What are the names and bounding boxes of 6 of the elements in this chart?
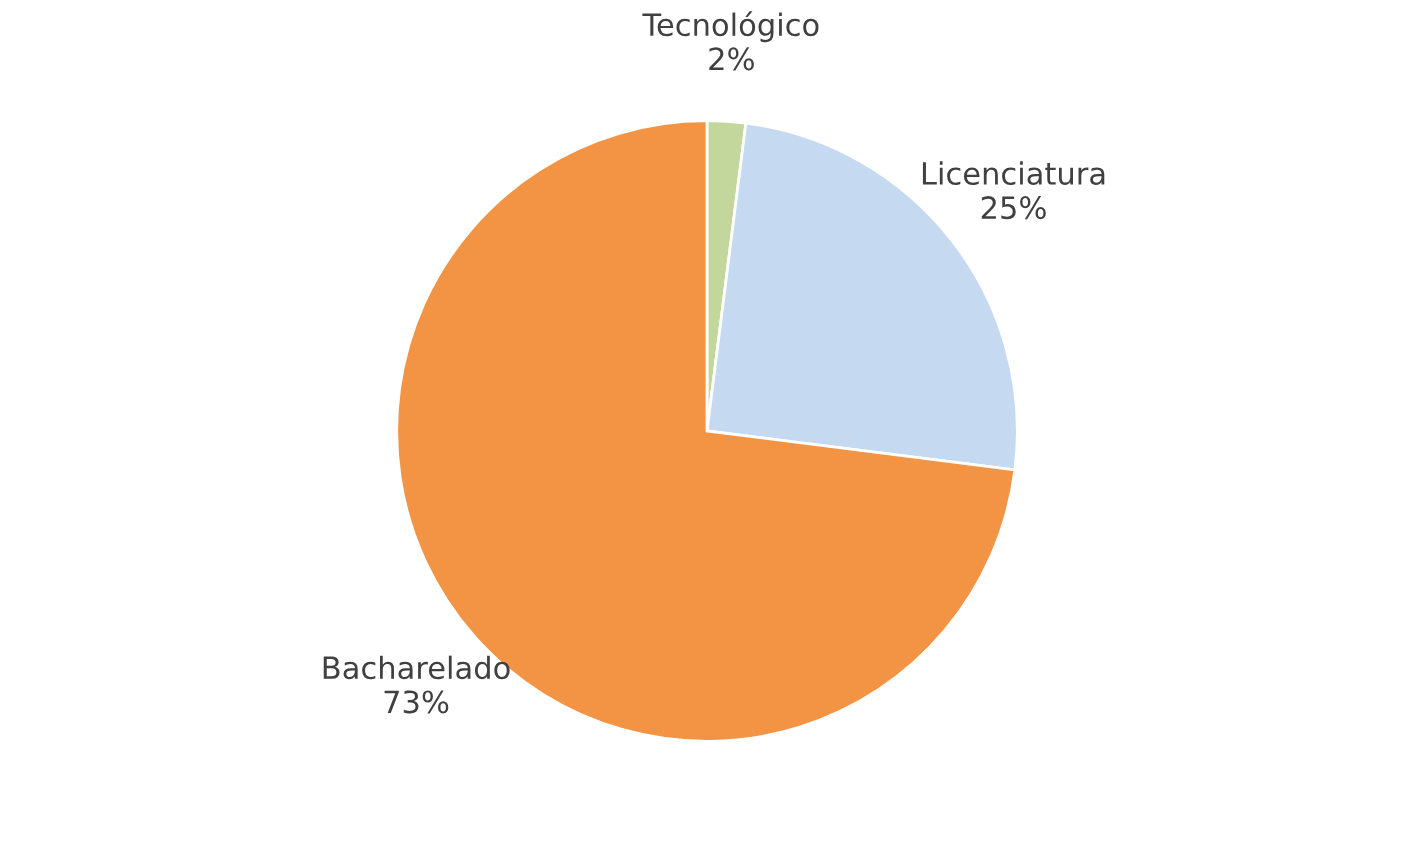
slice-label: Tecnológico (642, 11, 819, 43)
data-label: 25% (981, 196, 1046, 220)
data-label: 2% (709, 47, 754, 71)
data-label: 73% (384, 690, 449, 714)
slice-label: Licenciatura (922, 161, 1105, 186)
slice-label: Bacharelado (323, 655, 510, 680)
